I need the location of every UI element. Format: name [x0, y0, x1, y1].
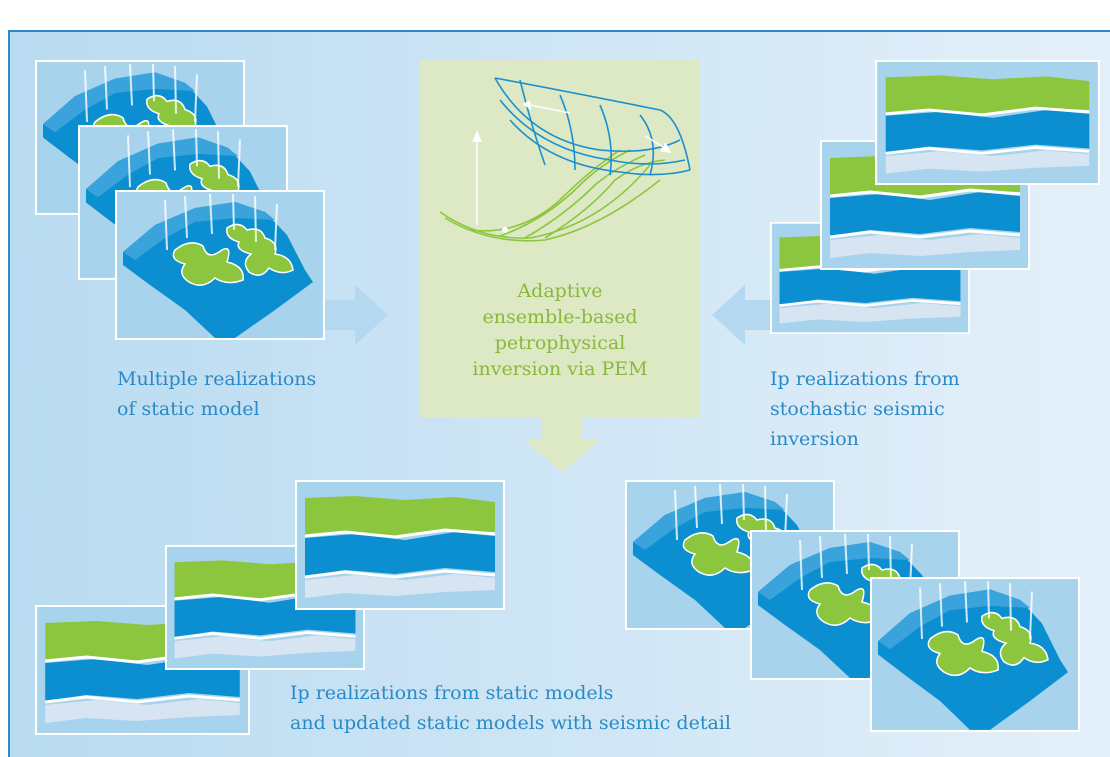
left-caption: Multiple realizations	[117, 368, 316, 390]
arrow-left	[712, 285, 775, 345]
ip-realization	[875, 60, 1100, 185]
arrow-right	[325, 285, 388, 345]
frame	[8, 30, 1110, 757]
right-caption: inversion	[770, 428, 859, 450]
left-caption: of static model	[117, 398, 260, 420]
updated-static-model	[870, 577, 1080, 732]
ip-realization	[295, 480, 505, 610]
right-caption: stochastic seismic	[770, 398, 945, 420]
center-text: inversion via PEM	[472, 358, 647, 380]
right-caption: Ip realizations from	[770, 368, 960, 390]
bottom-caption: Ip realizations from static models	[290, 682, 613, 704]
center-text: petrophysical	[495, 332, 626, 354]
arrow-down	[524, 418, 600, 472]
bottom-caption: and updated static models with seismic d…	[290, 712, 731, 734]
map-realization	[115, 190, 325, 340]
center-box	[420, 60, 700, 418]
objective-surface	[439, 77, 691, 242]
center-text: ensemble-based	[482, 306, 637, 328]
center-text: Adaptive	[516, 280, 602, 302]
